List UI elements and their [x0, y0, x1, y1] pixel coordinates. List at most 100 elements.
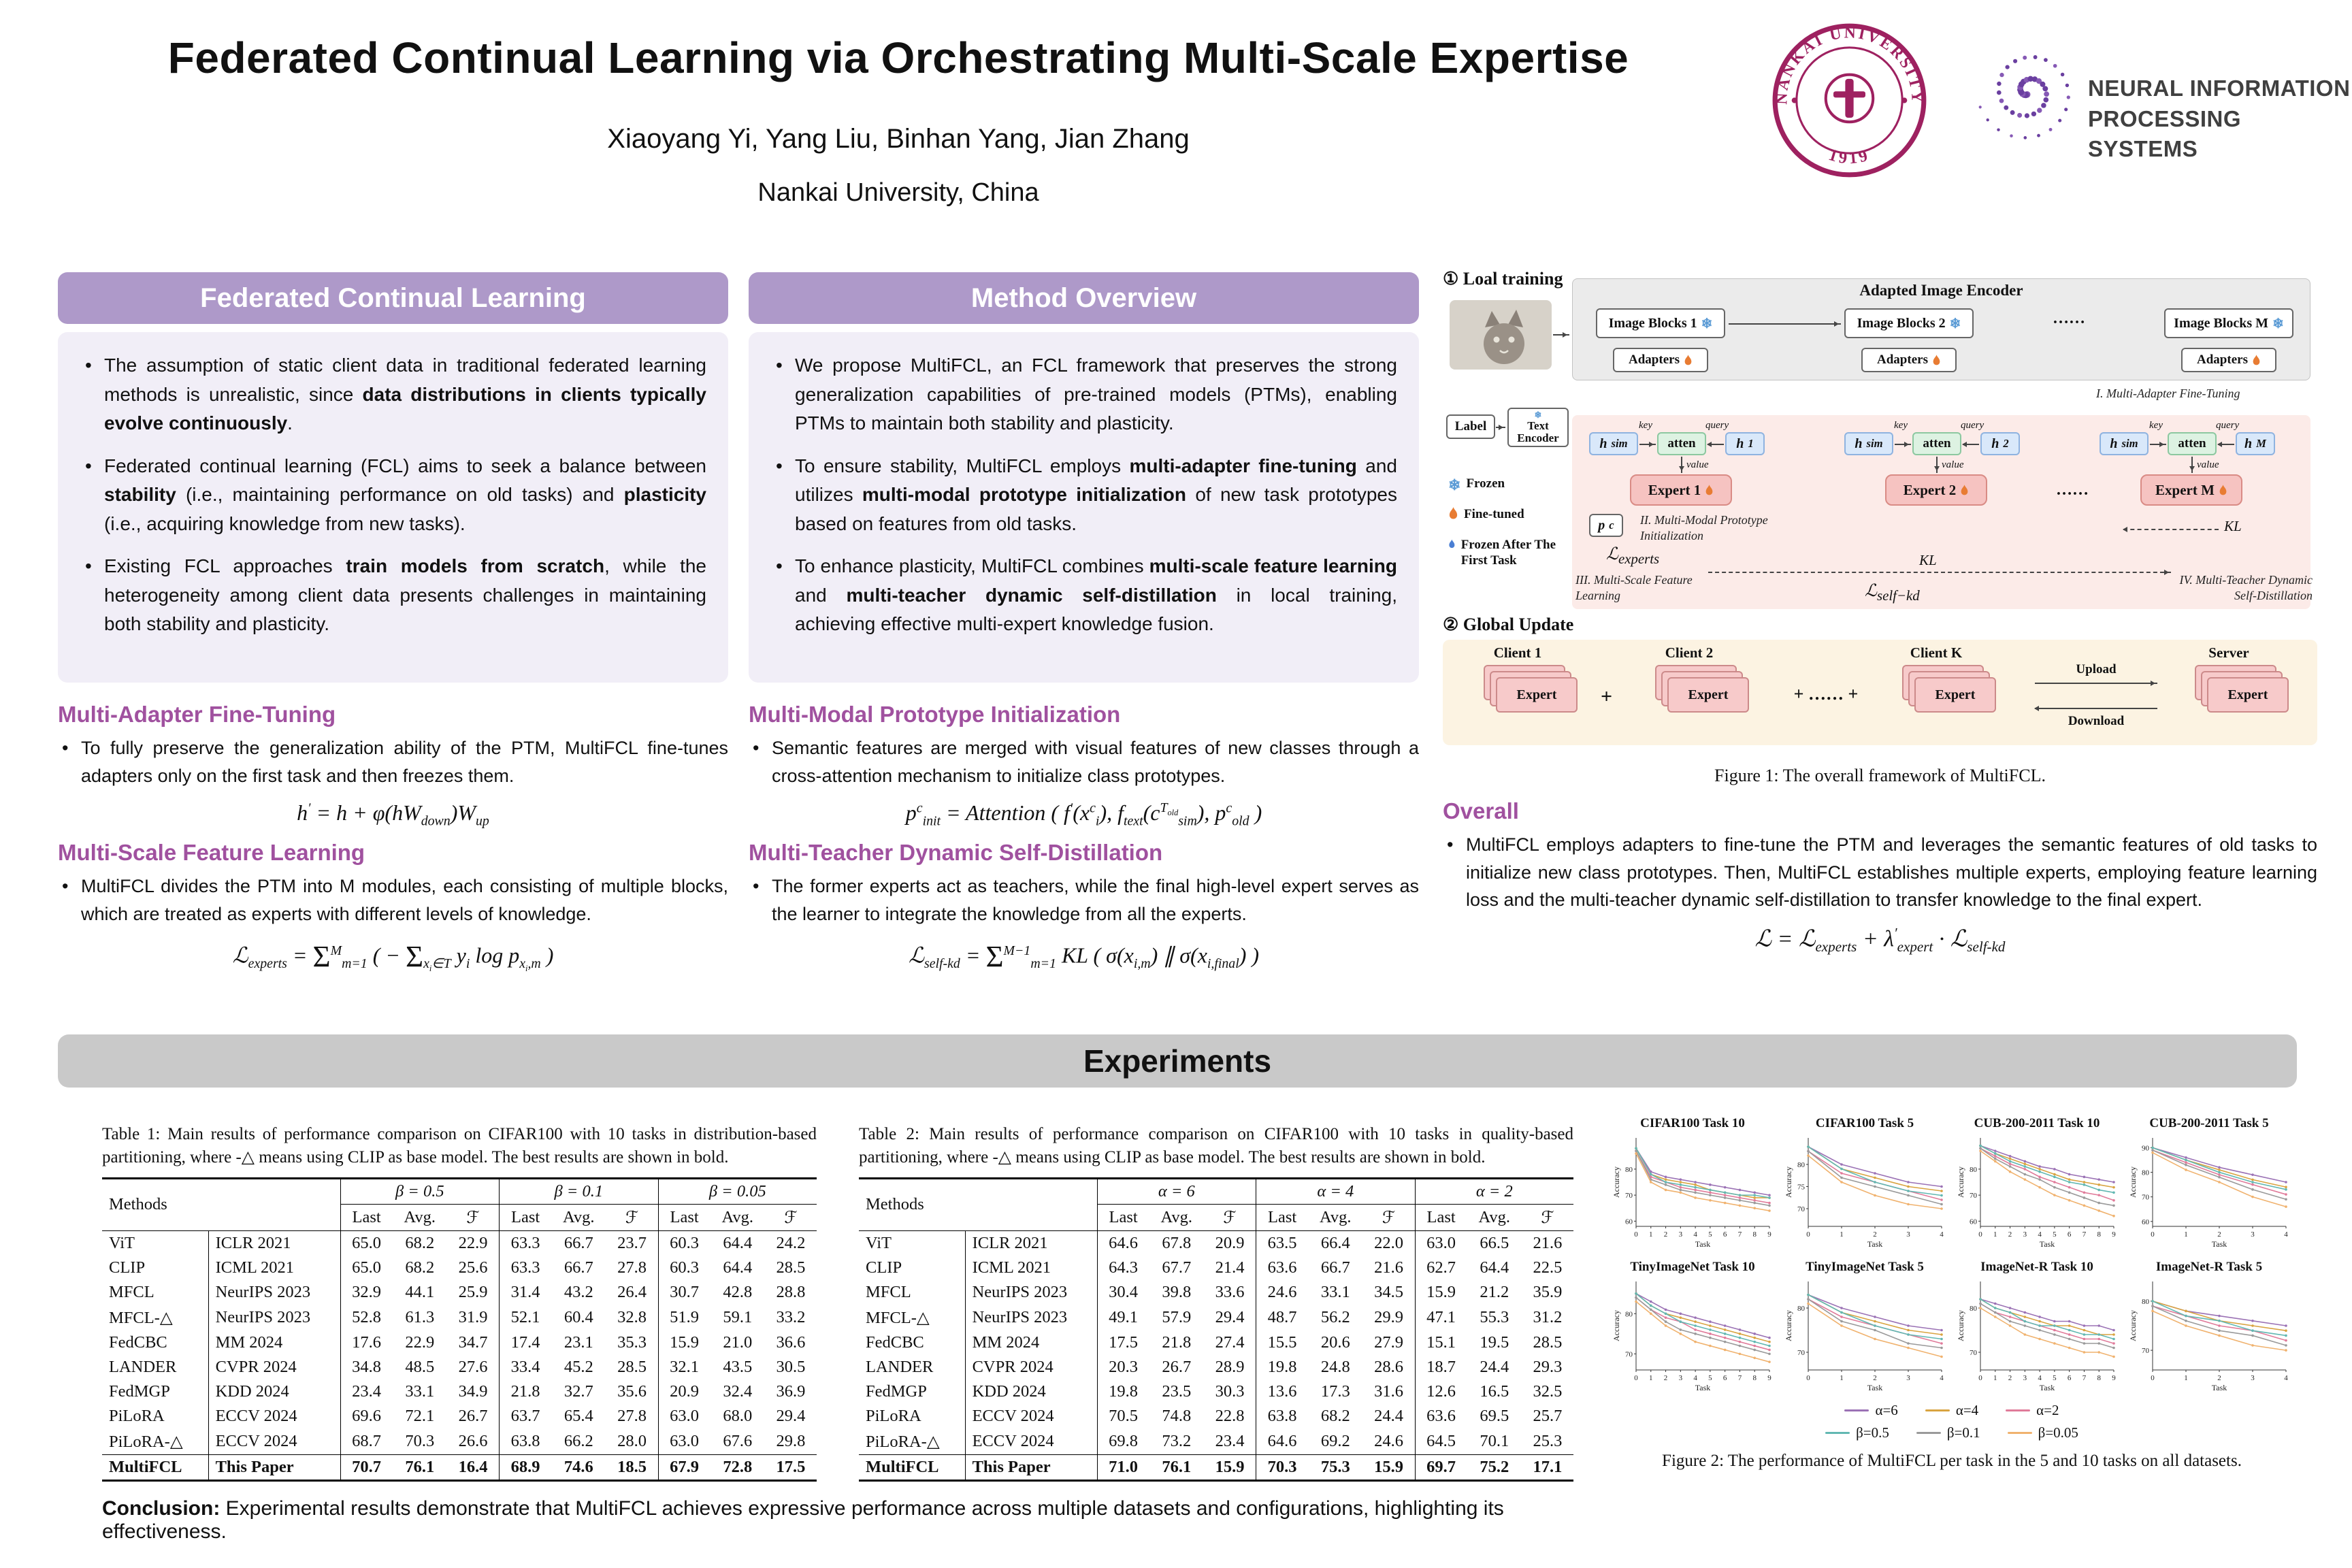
value-cell: 64.5 [1414, 1428, 1467, 1454]
value-cell: 17.5 [764, 1454, 817, 1482]
circle-element [1753, 1348, 1757, 1352]
chart-title: ImageNet-R Task 5 [2155, 1260, 2263, 1274]
legend-line-swatch [1925, 1409, 1950, 1411]
sub-element: sim [1866, 437, 1883, 450]
polyline-element [1980, 1298, 2114, 1340]
circle-element [2185, 1161, 2187, 1164]
nankai-emblem [1824, 73, 1875, 124]
circle-element [2023, 1178, 2027, 1181]
figure2-chart-2: CUB-200-2011 Task 10 60 70 80 0 1 2 3 4 5 6 7 8 9 Task… [1956, 1116, 2118, 1253]
client1-expert-stack: Expert [1484, 665, 1579, 714]
sub-header: ℱ [764, 1204, 817, 1231]
circle-element [2053, 1181, 2056, 1183]
circle-element [1694, 1320, 1697, 1323]
circle-element [2151, 1151, 2154, 1154]
tr-element: Last Avg. ℱ Last Avg. ℱ Last Avg. ℱ [102, 1204, 817, 1231]
circle-element [2082, 1181, 2086, 1183]
circle-element [1679, 1186, 1682, 1189]
text-element: 70 [2142, 1347, 2150, 1355]
value-cell: 34.5 [1374, 1282, 1403, 1301]
circle-element [1768, 1204, 1771, 1207]
polyline-element [1635, 1150, 1770, 1204]
image-blocks-1-box: Image Blocks 1 ❄ [1596, 308, 1725, 338]
blocks-arrow-1 [1729, 321, 1841, 327]
table-row: CLIP ICML 2021 64.3 67.7 21.4 63.6 66.7 21.6 62.… [859, 1255, 1573, 1280]
circle-element [1679, 1191, 1682, 1194]
chart-plot: 60 70 80 90 0 1 2 3 4 Task Accuracy [2128, 1138, 2288, 1249]
value-cell: 35.3 [617, 1333, 647, 1352]
neurips-dot [2058, 118, 2062, 122]
value-cell: 60.3 [657, 1255, 710, 1280]
value-cell: 66.4 [1320, 1233, 1350, 1252]
circle-element [2251, 1344, 2254, 1347]
group-header: α = 4 [1256, 1177, 1416, 1205]
neurips-dot [1978, 105, 1982, 109]
circle-element [2112, 1191, 2115, 1194]
circle-element [2218, 1319, 2221, 1322]
text-element: 3 [1679, 1374, 1683, 1382]
local-training-label: ① Loal training [1443, 269, 1563, 289]
b-element: multi-scale feature learning [1149, 555, 1398, 577]
neurips-dot [2060, 72, 2065, 77]
circle-element [1709, 1344, 1712, 1348]
download-arrow [2034, 706, 2157, 711]
value-cell: 20.9 [657, 1379, 710, 1404]
method-cell: MFCL [109, 1282, 154, 1301]
circle-element [1723, 1191, 1727, 1194]
circle-element [1664, 1183, 1667, 1186]
text-element: 5 [2053, 1374, 2057, 1382]
upload-arrow [2035, 681, 2157, 686]
circle-element [1635, 1300, 1637, 1303]
legend-label: β=0.5 [1856, 1424, 1889, 1441]
circle-element [1874, 1320, 1876, 1323]
circle-element [1907, 1190, 1910, 1192]
table-row: MFCL-△ NeurIPS 2023 52.8 61.3 31.9 52.1 60.4 32… [102, 1304, 817, 1330]
circle-element [2218, 1173, 2221, 1176]
circle-element [1940, 1203, 1943, 1206]
polyline-element [1635, 1297, 1770, 1355]
sub-element: self-kd [924, 956, 960, 972]
circle-element [1694, 1328, 1697, 1331]
circle-element [1694, 1196, 1697, 1199]
circle-element [1768, 1194, 1771, 1196]
text-element: 8 [1752, 1374, 1757, 1382]
value-cell: 21.6 [1374, 1258, 1403, 1277]
span-element: Frozen After The First Task [1460, 538, 1556, 568]
value-cell: 30.4 [1096, 1279, 1149, 1305]
value-cell: 70.3 [1256, 1454, 1309, 1482]
circle-element [2251, 1178, 2254, 1181]
multi-scale-bullets: MultiFCL divides the PTM into M modules,… [58, 872, 728, 928]
text-element: 80 [2142, 1298, 2150, 1306]
value-cell: 25.3 [1533, 1431, 1563, 1450]
circle-element [1723, 1324, 1727, 1327]
sub-element: i [429, 964, 432, 974]
neurips-dot [2027, 76, 2034, 82]
circle-element [2038, 1165, 2041, 1168]
value-cell: 31.4 [499, 1279, 552, 1305]
value-cell: 27.9 [1374, 1333, 1403, 1352]
right-lower-column: Figure 1: The overall framework of Multi… [1443, 764, 2317, 1029]
text-element: 9 [1767, 1374, 1771, 1382]
circle-element [2151, 1305, 2154, 1307]
circle-element [1940, 1207, 1943, 1210]
panel-title-fcl: Federated Continual Learning [58, 272, 728, 324]
circle-element [1694, 1181, 1697, 1183]
circle-element [1679, 1328, 1682, 1331]
bullet-item: We propose MultiFCL, an FCL framework th… [770, 351, 1397, 438]
neurips-dot [2037, 108, 2042, 113]
circle-element [1664, 1181, 1667, 1183]
bullet-item: The former experts act as teachers, whil… [749, 872, 1419, 928]
venue-cell: KDD 2024 [208, 1379, 341, 1404]
left-method-sections: Multi-Adapter Fine-Tuning To fully prese… [58, 691, 728, 1028]
circle-element [1874, 1328, 1876, 1332]
chart-title: CIFAR100 Task 5 [1815, 1116, 1914, 1130]
polyline-element [2152, 1152, 2287, 1207]
circle-element [2082, 1183, 2086, 1186]
circle-element [2251, 1181, 2254, 1183]
adapters-label: Adapters [2197, 353, 2248, 367]
circle-element [1940, 1337, 1943, 1341]
circle-element [1679, 1178, 1682, 1181]
text-element: 3 [2251, 1374, 2255, 1382]
sub-element: old [1167, 808, 1179, 818]
circle-element [2185, 1324, 2187, 1327]
